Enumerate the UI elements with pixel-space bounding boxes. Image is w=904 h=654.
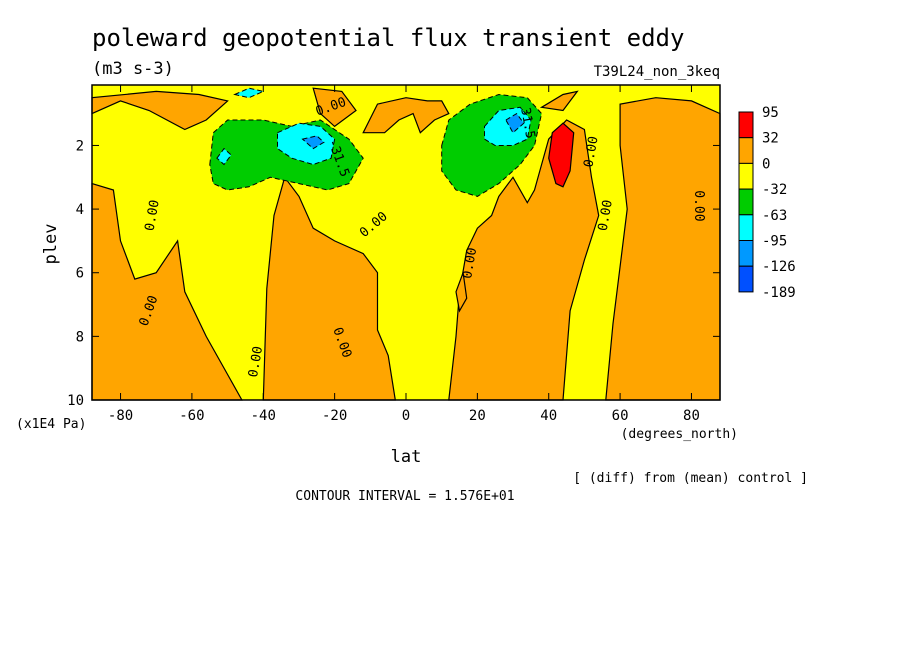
x-tick-label: 60 [612, 408, 629, 424]
x-tick-label: 20 [469, 408, 486, 424]
legend-label: 0 [762, 156, 770, 172]
legend-label: -63 [762, 208, 787, 224]
contour-region [505, 112, 525, 134]
x-tick-label: 40 [540, 408, 557, 424]
x-tick-label: -80 [108, 408, 133, 424]
contour-region [605, 97, 721, 401]
contour-region [455, 272, 468, 313]
legend-swatch [738, 265, 754, 293]
contour-region [312, 87, 357, 128]
contour-region [548, 122, 575, 188]
legend-swatch [738, 240, 754, 267]
units-label: (m3 s-3) [92, 59, 174, 79]
contour-region [233, 87, 265, 99]
legend-swatch [738, 111, 754, 139]
legend-swatch [738, 162, 754, 190]
legend-label: -189 [762, 285, 796, 301]
contour-field [91, 85, 721, 401]
contour-label: 0.00 [581, 135, 601, 168]
legend-label: 95 [762, 105, 779, 121]
y-axis-units: (x1E4 Pa) [16, 417, 86, 432]
y-tick-label: 6 [76, 266, 84, 282]
color-legend: 95 32 0 -32 -63 -95 -126 -189 [738, 105, 796, 301]
legend-label: -126 [762, 259, 796, 275]
legend-label: -95 [762, 234, 787, 250]
x-axis: -80 -60 -40 -20 0 20 40 60 80 [108, 85, 700, 424]
y-tick-label: 4 [76, 202, 84, 218]
x-tick-label: -40 [251, 408, 276, 424]
contour-region [216, 147, 232, 166]
x-axis-units: (degrees_north) [621, 427, 738, 442]
contour-label: 0.00 [691, 190, 706, 221]
contour-interval: CONTOUR INTERVAL = 1.576E+01 [295, 489, 514, 504]
contour-label: 0.00 [143, 199, 163, 232]
y-axis: 2 4 6 8 10 [67, 138, 720, 409]
diff-note: [ (diff) from (mean) control ] [573, 471, 808, 486]
y-axis-label: plev [41, 224, 61, 265]
contour-label: 31.5 [517, 106, 537, 139]
contour-region [277, 122, 336, 166]
chart-title: poleward geopotential flux transient edd… [92, 24, 684, 52]
legend-label: 32 [762, 131, 779, 147]
contour-region [448, 119, 600, 401]
x-axis-label: lat [391, 447, 422, 467]
contour-region [301, 135, 325, 150]
legend-swatch [738, 188, 754, 216]
y-tick-label: 10 [67, 393, 84, 409]
contour-region [262, 175, 397, 401]
x-tick-label: 80 [683, 408, 700, 424]
x-tick-label: -60 [179, 408, 204, 424]
x-tick-label: 0 [402, 408, 410, 424]
y-tick-label: 2 [76, 138, 84, 154]
legend-label: -32 [762, 182, 787, 198]
run-label: T39L24_non_3keq [594, 64, 720, 80]
y-tick-label: 8 [76, 329, 84, 345]
contour-label: 0.00 [596, 199, 616, 232]
contour-region [362, 97, 450, 134]
legend-swatch [738, 137, 754, 164]
contour-region [539, 90, 579, 112]
legend-swatch [738, 214, 754, 242]
contour-label: 0.00 [246, 345, 266, 378]
contour-label: 0.00 [460, 246, 480, 279]
contour-region [91, 90, 229, 131]
x-tick-label: -20 [322, 408, 347, 424]
